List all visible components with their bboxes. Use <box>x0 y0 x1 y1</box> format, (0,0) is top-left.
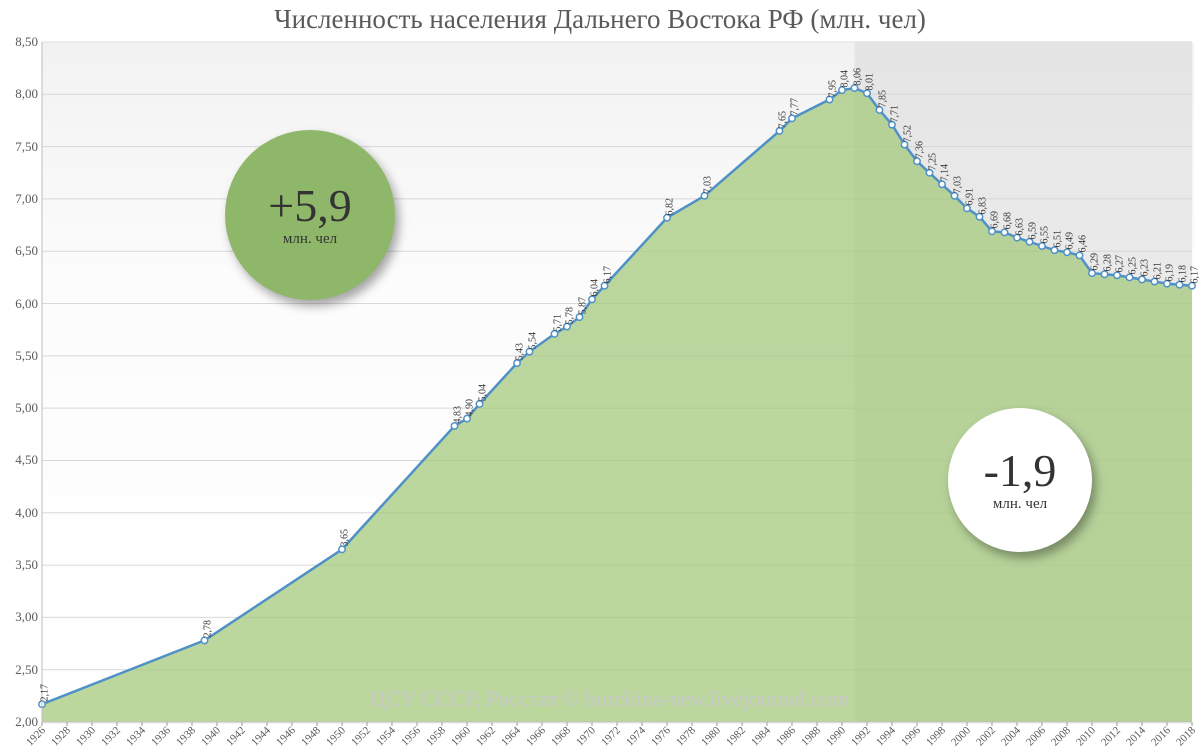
data-label: 7,14 <box>940 164 951 182</box>
data-label: 6,29 <box>1090 253 1101 271</box>
data-label: 4,83 <box>452 406 463 424</box>
data-label: 6,91 <box>965 188 976 206</box>
growth-bubble: +5,9 млн. чел <box>225 130 395 300</box>
y-tick-label: 7,00 <box>2 191 38 207</box>
data-label: 6,17 <box>602 266 613 284</box>
bubble-unit: млн. чел <box>993 496 1047 513</box>
data-label: 6,63 <box>1015 218 1026 236</box>
data-label: 6,69 <box>990 211 1001 229</box>
data-label: 6,17 <box>1190 266 1200 284</box>
data-label: 7,77 <box>790 98 801 116</box>
y-tick-label: 8,00 <box>2 86 38 102</box>
data-label: 6,25 <box>1127 257 1138 275</box>
data-label: 4,90 <box>465 399 476 417</box>
y-tick-label: 8,50 <box>2 34 38 50</box>
y-tick-label: 4,00 <box>2 505 38 521</box>
data-label: 6,82 <box>665 198 676 216</box>
y-tick-label: 6,50 <box>2 243 38 259</box>
y-tick-label: 3,00 <box>2 609 38 625</box>
data-label: 2,17 <box>40 684 51 702</box>
data-label: 7,71 <box>890 105 901 123</box>
data-label: 5,71 <box>552 314 563 332</box>
data-label: 5,04 <box>477 384 488 402</box>
data-label: 3,65 <box>340 529 351 547</box>
y-tick-label: 4,50 <box>2 452 38 468</box>
data-label: 6,04 <box>590 279 601 297</box>
y-tick-label: 7,50 <box>2 139 38 155</box>
data-label: 6,27 <box>1115 255 1126 273</box>
data-label: 8,06 <box>852 68 863 86</box>
data-label: 6,28 <box>1102 254 1113 272</box>
data-label: 8,04 <box>840 70 851 88</box>
data-label: 6,23 <box>1140 259 1151 277</box>
data-label: 7,95 <box>827 80 838 98</box>
data-label: 7,03 <box>702 176 713 194</box>
data-label: 5,43 <box>515 343 526 361</box>
y-tick-label: 2,00 <box>2 714 38 730</box>
data-label: 6,49 <box>1065 232 1076 250</box>
y-tick-label: 6,00 <box>2 296 38 312</box>
data-label: 6,19 <box>1165 264 1176 282</box>
data-label: 6,46 <box>1077 235 1088 253</box>
chart-svg <box>0 0 1200 754</box>
data-label: 6,68 <box>1002 212 1013 230</box>
data-label: 5,78 <box>565 307 576 325</box>
data-label: 2,78 <box>202 620 213 638</box>
data-label: 5,87 <box>577 297 588 315</box>
data-label: 7,85 <box>877 90 888 108</box>
source-attribution: ЦСУ СССР, Росстат © burckina-new.livejou… <box>370 686 849 712</box>
data-label: 7,65 <box>777 111 788 129</box>
data-label: 7,03 <box>952 176 963 194</box>
bubble-value: -1,9 <box>984 448 1057 494</box>
data-label: 6,59 <box>1027 222 1038 240</box>
data-label: 6,55 <box>1040 226 1051 244</box>
data-label: 6,21 <box>1152 262 1163 280</box>
y-tick-label: 3,50 <box>2 557 38 573</box>
y-tick-label: 5,50 <box>2 348 38 364</box>
data-label: 7,25 <box>927 153 938 171</box>
y-tick-label: 2,50 <box>2 662 38 678</box>
bubble-value: +5,9 <box>268 183 351 229</box>
data-label: 6,83 <box>977 197 988 215</box>
data-label: 8,01 <box>865 73 876 91</box>
data-label: 6,51 <box>1052 230 1063 248</box>
data-label: 7,36 <box>915 141 926 159</box>
data-label: 6,18 <box>1177 265 1188 283</box>
chart-container: Численность населения Дальнего Востока Р… <box>0 0 1200 754</box>
data-label: 5,54 <box>527 332 538 350</box>
y-tick-label: 5,00 <box>2 400 38 416</box>
bubble-unit: млн. чел <box>283 231 337 248</box>
data-label: 7,52 <box>902 125 913 143</box>
decline-bubble: -1,9 млн. чел <box>948 408 1092 552</box>
